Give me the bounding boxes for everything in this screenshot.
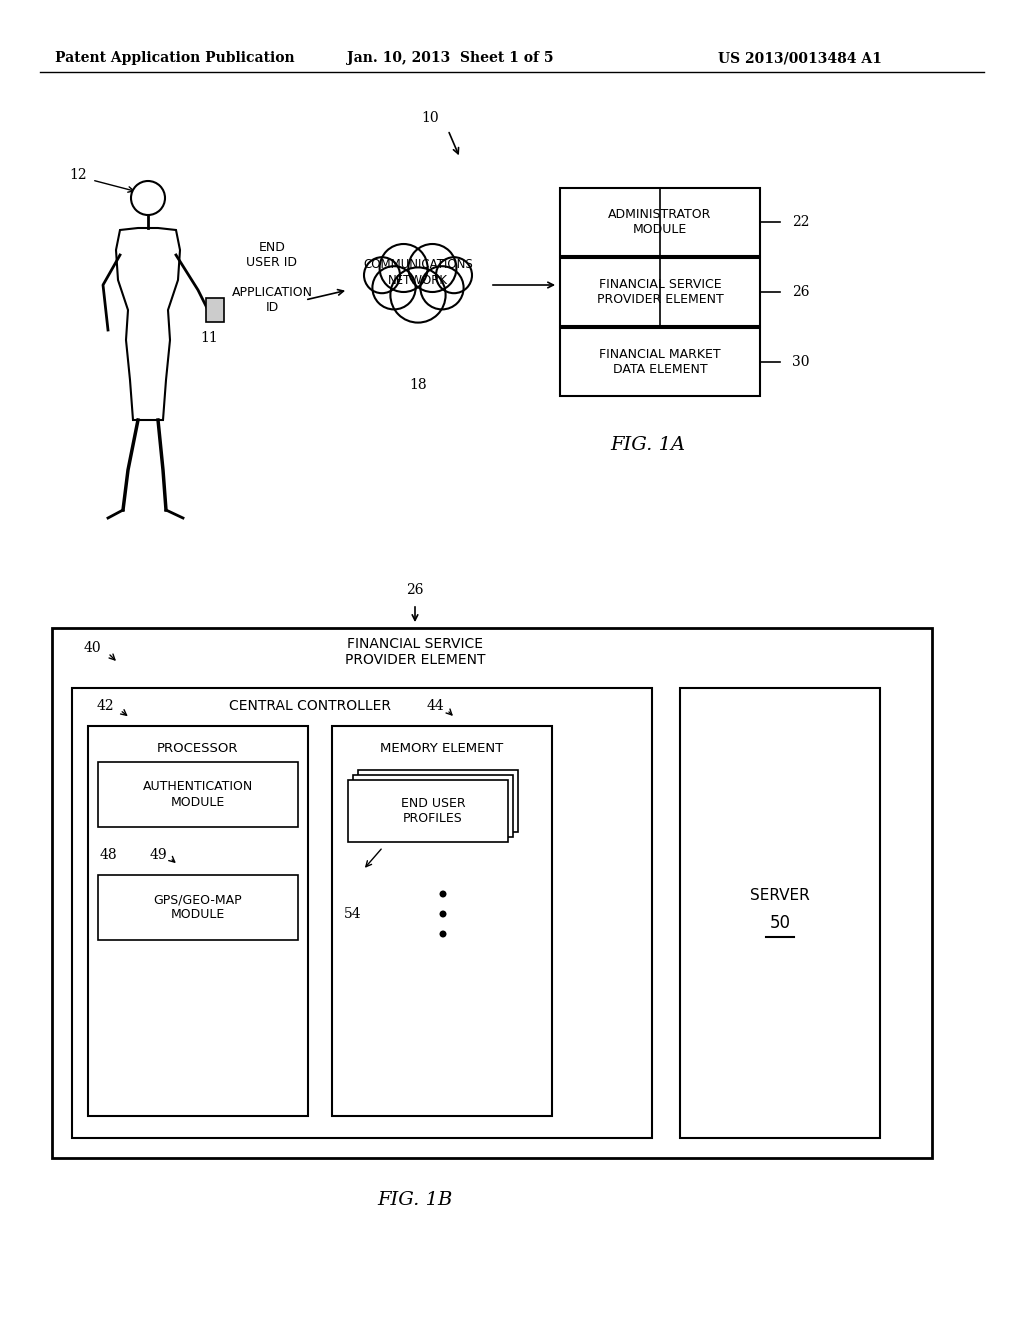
- Circle shape: [373, 267, 416, 309]
- Text: END
USER ID: END USER ID: [247, 242, 298, 269]
- Text: 18: 18: [410, 378, 427, 392]
- Text: 49: 49: [150, 847, 167, 862]
- Text: 44: 44: [426, 700, 443, 713]
- Circle shape: [390, 268, 445, 322]
- Text: ADMINISTRATOR
MODULE: ADMINISTRATOR MODULE: [608, 209, 712, 236]
- Text: 42: 42: [96, 700, 114, 713]
- Bar: [98, 762, 298, 828]
- Bar: [88, 726, 308, 1115]
- Text: 54: 54: [344, 907, 361, 921]
- Bar: [353, 775, 513, 837]
- Text: APPLICATION
ID: APPLICATION ID: [231, 286, 312, 314]
- Text: 40: 40: [83, 642, 100, 655]
- Text: 26: 26: [407, 583, 424, 597]
- Text: 48: 48: [99, 847, 117, 862]
- Text: END USER
PROFILES: END USER PROFILES: [400, 797, 465, 825]
- Text: 11: 11: [200, 331, 218, 345]
- Bar: [358, 770, 518, 832]
- Text: 50: 50: [769, 913, 791, 932]
- Text: 26: 26: [792, 285, 810, 300]
- Text: PROCESSOR: PROCESSOR: [158, 742, 239, 755]
- Text: FIG. 1B: FIG. 1B: [377, 1191, 453, 1209]
- Circle shape: [380, 244, 428, 292]
- Text: SERVER: SERVER: [751, 887, 810, 903]
- Text: FINANCIAL SERVICE
PROVIDER ELEMENT: FINANCIAL SERVICE PROVIDER ELEMENT: [345, 636, 485, 667]
- Text: 12: 12: [70, 168, 87, 182]
- Text: FIG. 1A: FIG. 1A: [610, 436, 685, 454]
- Text: Jan. 10, 2013  Sheet 1 of 5: Jan. 10, 2013 Sheet 1 of 5: [347, 51, 553, 65]
- Bar: [52, 628, 932, 1158]
- Bar: [332, 726, 552, 1115]
- Text: Patent Application Publication: Patent Application Publication: [55, 51, 295, 65]
- Text: CENTRAL CONTROLLER: CENTRAL CONTROLLER: [229, 700, 391, 713]
- Text: GPS/GEO-MAP
MODULE: GPS/GEO-MAP MODULE: [154, 894, 243, 921]
- Text: FINANCIAL MARKET
DATA ELEMENT: FINANCIAL MARKET DATA ELEMENT: [599, 348, 721, 376]
- Bar: [72, 688, 652, 1138]
- Text: AUTHENTICATION
MODULE: AUTHENTICATION MODULE: [143, 780, 253, 808]
- Bar: [206, 298, 224, 322]
- Circle shape: [439, 891, 446, 898]
- Text: 10: 10: [421, 111, 439, 125]
- Text: 30: 30: [792, 355, 810, 370]
- Bar: [98, 875, 298, 940]
- Circle shape: [436, 257, 472, 293]
- Circle shape: [421, 267, 464, 309]
- Text: COMMUNICATIONS
NETWORK: COMMUNICATIONS NETWORK: [364, 259, 473, 286]
- Bar: [680, 688, 880, 1138]
- Text: FINANCIAL SERVICE
PROVIDER ELEMENT: FINANCIAL SERVICE PROVIDER ELEMENT: [597, 279, 723, 306]
- Circle shape: [364, 257, 400, 293]
- Bar: [560, 187, 760, 256]
- Text: MEMORY ELEMENT: MEMORY ELEMENT: [380, 742, 504, 755]
- Circle shape: [131, 181, 165, 215]
- Polygon shape: [116, 228, 180, 420]
- Text: 22: 22: [792, 215, 810, 228]
- Text: US 2013/0013484 A1: US 2013/0013484 A1: [718, 51, 882, 65]
- Circle shape: [409, 244, 457, 292]
- Bar: [560, 257, 760, 326]
- Circle shape: [439, 931, 446, 937]
- Bar: [560, 327, 760, 396]
- Circle shape: [439, 911, 446, 917]
- Bar: [348, 780, 508, 842]
